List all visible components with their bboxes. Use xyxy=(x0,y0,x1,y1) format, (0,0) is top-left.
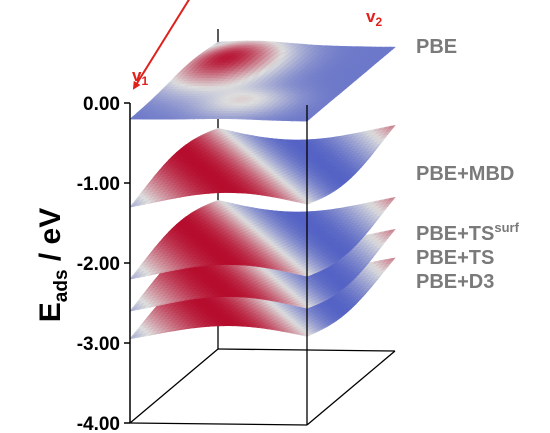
surface-1 xyxy=(129,124,396,208)
energy-surfaces xyxy=(129,40,396,340)
